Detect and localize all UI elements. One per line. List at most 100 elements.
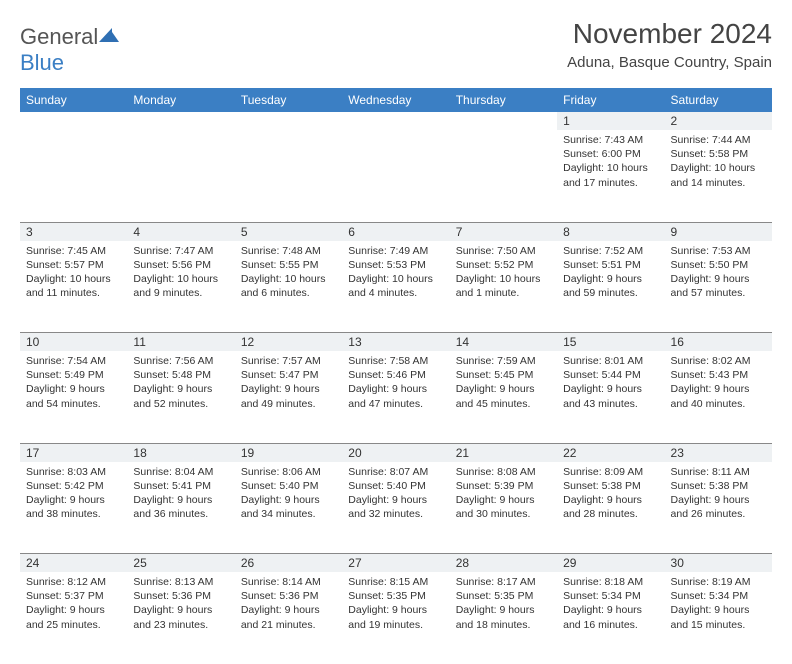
sunrise-text: Sunrise: 8:12 AM	[26, 575, 121, 589]
daylight-text: Daylight: 10 hours and 6 minutes.	[241, 272, 336, 300]
sunset-text: Sunset: 5:34 PM	[563, 589, 658, 603]
sunrise-text: Sunrise: 8:06 AM	[241, 465, 336, 479]
day-content-cell: Sunrise: 7:45 AMSunset: 5:57 PMDaylight:…	[20, 241, 127, 333]
week-daynum-row: 24252627282930	[20, 554, 772, 573]
calendar-body: 12Sunrise: 7:43 AMSunset: 6:00 PMDayligh…	[20, 112, 772, 664]
sunrise-text: Sunrise: 7:44 AM	[671, 133, 766, 147]
daylight-text: Daylight: 10 hours and 14 minutes.	[671, 161, 766, 189]
day-number-cell: 22	[557, 443, 664, 462]
sunrise-text: Sunrise: 8:15 AM	[348, 575, 443, 589]
sunset-text: Sunset: 5:40 PM	[241, 479, 336, 493]
sunset-text: Sunset: 5:57 PM	[26, 258, 121, 272]
brand-name-part2: Blue	[20, 50, 64, 75]
day-content-cell: Sunrise: 7:48 AMSunset: 5:55 PMDaylight:…	[235, 241, 342, 333]
week-daynum-row: 10111213141516	[20, 333, 772, 352]
day-number-cell: 23	[665, 443, 772, 462]
week-content-row: Sunrise: 8:12 AMSunset: 5:37 PMDaylight:…	[20, 572, 772, 664]
daylight-text: Daylight: 9 hours and 32 minutes.	[348, 493, 443, 521]
week-daynum-row: 17181920212223	[20, 443, 772, 462]
day-number-cell: 11	[127, 333, 234, 352]
day-content-cell: Sunrise: 8:03 AMSunset: 5:42 PMDaylight:…	[20, 462, 127, 554]
daylight-text: Daylight: 9 hours and 49 minutes.	[241, 382, 336, 410]
day-content-cell: Sunrise: 7:47 AMSunset: 5:56 PMDaylight:…	[127, 241, 234, 333]
day-header: Saturday	[665, 88, 772, 112]
day-content-cell: Sunrise: 8:12 AMSunset: 5:37 PMDaylight:…	[20, 572, 127, 664]
week-content-row: Sunrise: 7:43 AMSunset: 6:00 PMDaylight:…	[20, 130, 772, 222]
daylight-text: Daylight: 9 hours and 45 minutes.	[456, 382, 551, 410]
sunset-text: Sunset: 5:48 PM	[133, 368, 228, 382]
day-header: Sunday	[20, 88, 127, 112]
sunset-text: Sunset: 5:46 PM	[348, 368, 443, 382]
daylight-text: Daylight: 9 hours and 47 minutes.	[348, 382, 443, 410]
day-number-cell: 29	[557, 554, 664, 573]
sunrise-text: Sunrise: 7:54 AM	[26, 354, 121, 368]
day-content-cell: Sunrise: 8:06 AMSunset: 5:40 PMDaylight:…	[235, 462, 342, 554]
sunset-text: Sunset: 5:43 PM	[671, 368, 766, 382]
sunset-text: Sunset: 5:55 PM	[241, 258, 336, 272]
day-content-cell: Sunrise: 7:43 AMSunset: 6:00 PMDaylight:…	[557, 130, 664, 222]
day-content-cell	[342, 130, 449, 222]
sunrise-text: Sunrise: 7:58 AM	[348, 354, 443, 368]
day-number-cell: 26	[235, 554, 342, 573]
sunrise-text: Sunrise: 8:08 AM	[456, 465, 551, 479]
sunrise-text: Sunrise: 8:14 AM	[241, 575, 336, 589]
daylight-text: Daylight: 10 hours and 1 minute.	[456, 272, 551, 300]
daylight-text: Daylight: 9 hours and 15 minutes.	[671, 603, 766, 631]
sunset-text: Sunset: 5:35 PM	[456, 589, 551, 603]
day-content-cell: Sunrise: 8:17 AMSunset: 5:35 PMDaylight:…	[450, 572, 557, 664]
sunrise-text: Sunrise: 7:49 AM	[348, 244, 443, 258]
day-number-cell: 27	[342, 554, 449, 573]
day-header: Thursday	[450, 88, 557, 112]
sunrise-text: Sunrise: 7:47 AM	[133, 244, 228, 258]
sunset-text: Sunset: 5:38 PM	[563, 479, 658, 493]
sunrise-text: Sunrise: 7:52 AM	[563, 244, 658, 258]
daylight-text: Daylight: 9 hours and 21 minutes.	[241, 603, 336, 631]
sunset-text: Sunset: 5:44 PM	[563, 368, 658, 382]
sunrise-text: Sunrise: 8:13 AM	[133, 575, 228, 589]
day-content-cell: Sunrise: 7:59 AMSunset: 5:45 PMDaylight:…	[450, 351, 557, 443]
day-number-cell: 7	[450, 222, 557, 241]
day-number-cell: 9	[665, 222, 772, 241]
sunset-text: Sunset: 5:49 PM	[26, 368, 121, 382]
day-content-cell	[127, 130, 234, 222]
day-content-cell	[20, 130, 127, 222]
daylight-text: Daylight: 9 hours and 38 minutes.	[26, 493, 121, 521]
daylight-text: Daylight: 9 hours and 36 minutes.	[133, 493, 228, 521]
daylight-text: Daylight: 9 hours and 16 minutes.	[563, 603, 658, 631]
brand-name-part1: General	[20, 24, 98, 49]
sunrise-text: Sunrise: 7:57 AM	[241, 354, 336, 368]
sunset-text: Sunset: 5:42 PM	[26, 479, 121, 493]
sunset-text: Sunset: 5:38 PM	[671, 479, 766, 493]
sunrise-text: Sunrise: 7:59 AM	[456, 354, 551, 368]
daylight-text: Daylight: 9 hours and 34 minutes.	[241, 493, 336, 521]
day-number-cell: 17	[20, 443, 127, 462]
page-header: GeneralBlue November 2024 Aduna, Basque …	[20, 18, 772, 76]
sunrise-text: Sunrise: 7:43 AM	[563, 133, 658, 147]
daylight-text: Daylight: 9 hours and 54 minutes.	[26, 382, 121, 410]
sunrise-text: Sunrise: 8:03 AM	[26, 465, 121, 479]
day-content-cell: Sunrise: 8:19 AMSunset: 5:34 PMDaylight:…	[665, 572, 772, 664]
daylight-text: Daylight: 9 hours and 43 minutes.	[563, 382, 658, 410]
day-number-cell: 24	[20, 554, 127, 573]
day-content-cell: Sunrise: 7:52 AMSunset: 5:51 PMDaylight:…	[557, 241, 664, 333]
daylight-text: Daylight: 9 hours and 40 minutes.	[671, 382, 766, 410]
week-daynum-row: 12	[20, 112, 772, 130]
day-number-cell: 13	[342, 333, 449, 352]
sunrise-text: Sunrise: 7:53 AM	[671, 244, 766, 258]
daylight-text: Daylight: 9 hours and 30 minutes.	[456, 493, 551, 521]
sunrise-text: Sunrise: 8:18 AM	[563, 575, 658, 589]
sunset-text: Sunset: 5:51 PM	[563, 258, 658, 272]
daylight-text: Daylight: 9 hours and 19 minutes.	[348, 603, 443, 631]
day-content-cell: Sunrise: 8:07 AMSunset: 5:40 PMDaylight:…	[342, 462, 449, 554]
day-content-cell: Sunrise: 8:15 AMSunset: 5:35 PMDaylight:…	[342, 572, 449, 664]
day-content-cell: Sunrise: 8:02 AMSunset: 5:43 PMDaylight:…	[665, 351, 772, 443]
day-content-cell: Sunrise: 7:58 AMSunset: 5:46 PMDaylight:…	[342, 351, 449, 443]
day-content-cell: Sunrise: 7:54 AMSunset: 5:49 PMDaylight:…	[20, 351, 127, 443]
day-content-cell: Sunrise: 7:53 AMSunset: 5:50 PMDaylight:…	[665, 241, 772, 333]
sunset-text: Sunset: 5:36 PM	[133, 589, 228, 603]
sunset-text: Sunset: 5:53 PM	[348, 258, 443, 272]
location-subtitle: Aduna, Basque Country, Spain	[567, 54, 772, 71]
day-content-cell: Sunrise: 8:14 AMSunset: 5:36 PMDaylight:…	[235, 572, 342, 664]
daylight-text: Daylight: 10 hours and 17 minutes.	[563, 161, 658, 189]
day-header: Wednesday	[342, 88, 449, 112]
